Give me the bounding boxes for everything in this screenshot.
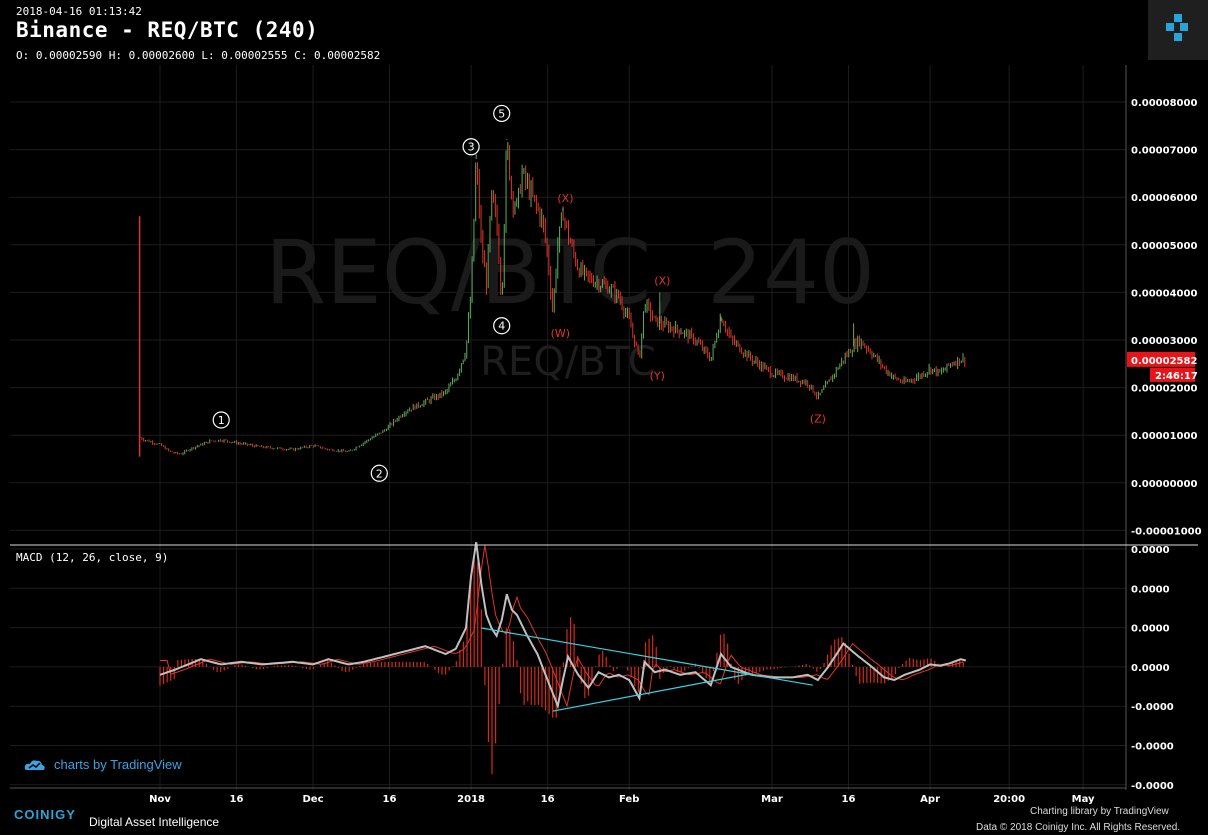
time-tick-label: Nov: [149, 794, 171, 805]
price-tick-label: 0.00007000: [1131, 146, 1197, 157]
grid-lines: [10, 65, 1126, 790]
macd-indicator: [159, 542, 967, 775]
price-tick-label: 0.00008000: [1131, 98, 1197, 109]
price-tick-label: 0.00004000: [1131, 288, 1197, 299]
time-tick-label: Dec: [302, 794, 323, 805]
charting-library-credit[interactable]: Charting library by TradingView: [1030, 806, 1169, 817]
macd-tick-label: -0.0000: [1131, 781, 1174, 792]
wave-label: (X): [557, 192, 573, 205]
wave-label-circle: [462, 138, 480, 156]
countdown-text: 2:46:17: [1155, 371, 1198, 382]
copyright-text: Data © 2018 Coinigy Inc. All Rights Rese…: [976, 822, 1181, 833]
wave-label: 3: [468, 141, 475, 154]
time-tick-label: May: [1072, 794, 1095, 805]
time-tick-label: Feb: [619, 794, 639, 805]
wave-label-circle: [493, 317, 511, 335]
price-tick-label: 0.00006000: [1131, 193, 1197, 204]
countdown-tag: [1150, 367, 1195, 382]
price-tick-label: 0.00005000: [1131, 241, 1197, 252]
price-tags: 0.00002582 2:46:17: [1127, 351, 1198, 382]
macd-label: MACD (12, 26, close, 9): [16, 551, 169, 564]
price-series: [138, 139, 966, 457]
price-tick-label: 0.00001000: [1131, 431, 1197, 442]
time-tick-label: 16: [541, 794, 555, 805]
chart-area[interactable]: REQ/BTC, 240 REQ/BTC 1 2 3 5 4 (X) (W) (X) (Y) (Z…: [0, 0, 1208, 812]
macd-trendline: [552, 672, 752, 712]
coinigy-logo-box[interactable]: [1148, 0, 1208, 60]
watermark-large: REQ/BTC, 240: [265, 221, 875, 324]
time-tick-label: 16: [842, 794, 856, 805]
watermark-small: REQ/BTC: [480, 339, 656, 385]
wave-label: 5: [498, 107, 505, 120]
time-tick-label: 16: [230, 794, 244, 805]
tradingview-credit-text: charts by TradingView: [54, 757, 182, 772]
price-tick-label: 0.00000000: [1131, 479, 1197, 490]
ohlc-readout: O: 0.00002590 H: 0.00002600 L: 0.0000255…: [16, 49, 381, 62]
timestamp: 2018-04-16 01:13:42: [16, 5, 142, 18]
macd-tick-label: 0.0000: [1131, 624, 1170, 635]
time-tick-label: 16: [383, 794, 397, 805]
macd-tick-label: 0.0000: [1131, 545, 1170, 556]
macd-tick-label: 0.0000: [1131, 584, 1170, 595]
tradingview-cloud-icon: [24, 759, 45, 770]
wave-label-circle: [493, 104, 511, 123]
wave-annotations: 1 2 3 5 4 (X) (W) (X) (Y) (Z): [212, 104, 826, 482]
time-tick-label: 20:00: [993, 794, 1025, 805]
coinigy-tagline: Digital Asset Intelligence: [89, 815, 220, 829]
time-tick-label: 2018: [457, 794, 485, 805]
price-tick-label: 0.00003000: [1131, 336, 1197, 347]
tradingview-credit[interactable]: charts by TradingView: [24, 757, 182, 772]
macd-tick-label: -0.0000: [1131, 702, 1174, 713]
time-tick-label: Apr: [920, 794, 940, 805]
macd-tick-label: -0.0000: [1131, 742, 1174, 753]
wave-label: 2: [376, 467, 383, 480]
price-tick-label: -0.00001000: [1131, 526, 1202, 537]
wave-label: 4: [498, 320, 505, 333]
time-tick-label: Mar: [761, 794, 783, 805]
coinigy-brand[interactable]: COINIGY: [14, 807, 76, 822]
wave-label: (W): [551, 327, 570, 340]
coinigy-cube-icon: [1166, 14, 1188, 41]
wave-label-circle: [370, 464, 388, 482]
wave-label: 1: [218, 414, 225, 427]
axes: 0.00008000 0.00007000 0.00006000 0.00005000…: [10, 65, 1202, 805]
macd-tick-label: 0.0000: [1131, 663, 1170, 674]
last-price-tag: [1127, 351, 1195, 367]
macd-line: [159, 542, 967, 710]
last-price-text: 0.00002582: [1131, 356, 1197, 367]
price-tick-label: 0.00002000: [1131, 384, 1197, 395]
footer-bar: [0, 812, 1208, 835]
wave-label: (X): [654, 275, 670, 288]
wave-label: (Z): [810, 413, 826, 426]
chart-title: Binance - REQ/BTC (240): [16, 18, 319, 42]
wave-label: (Y): [650, 370, 665, 383]
wave-label-circle: [212, 411, 230, 429]
macd-trendline: [481, 627, 813, 686]
